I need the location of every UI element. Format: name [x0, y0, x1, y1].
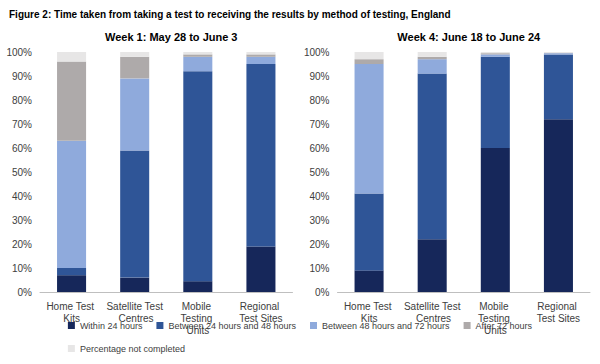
svg-text:Regional: Regional — [537, 301, 579, 312]
svg-text:Satellite Test: Satellite Test — [404, 301, 461, 312]
svg-text:Centres: Centres — [115, 312, 154, 324]
svg-text:80%: 80% — [309, 95, 329, 106]
svg-text:90%: 90% — [12, 71, 32, 82]
svg-text:40%: 40% — [12, 191, 32, 202]
svg-text:90%: 90% — [309, 71, 329, 82]
svg-text:Percentage not completed: Percentage not completed — [80, 344, 185, 354]
svg-text:10%: 10% — [12, 263, 32, 274]
svg-text:Test Sites: Test Sites — [239, 312, 283, 324]
svg-text:80%: 80% — [12, 95, 32, 106]
svg-text:10%: 10% — [309, 263, 329, 274]
svg-text:Between 24 hours and 48 hours: Between 24 hours and 48 hours — [168, 321, 296, 331]
svg-text:20%: 20% — [309, 239, 329, 250]
svg-text:Kits: Kits — [360, 312, 378, 324]
svg-text:Regional: Regional — [240, 301, 282, 312]
svg-text:50%: 50% — [309, 167, 329, 178]
svg-text:100%: 100% — [6, 47, 32, 58]
svg-text:Test Sites: Test Sites — [537, 313, 580, 324]
svg-text:0%: 0% — [315, 287, 330, 298]
svg-text:40%: 40% — [309, 191, 329, 202]
svg-text:0%: 0% — [18, 287, 33, 298]
svg-text:Within 24 hours: Within 24 hours — [80, 321, 143, 331]
svg-text:Centres: Centres — [413, 312, 452, 324]
svg-text:20%: 20% — [12, 239, 32, 250]
svg-text:Kits: Kits — [63, 313, 80, 324]
svg-text:Testing: Testing — [478, 312, 513, 324]
svg-text:Satellite Test: Satellite Test — [106, 301, 163, 312]
svg-text:70%: 70% — [309, 119, 329, 130]
svg-text:70%: 70% — [12, 119, 32, 130]
svg-text:Week 4: June 18 to June 24: Week 4: June 18 to June 24 — [397, 31, 541, 43]
svg-text:Testing: Testing — [180, 312, 215, 324]
svg-text:Mobile: Mobile — [479, 301, 511, 312]
svg-text:Figure 2: Time taken from taki: Figure 2: Time taken from taking a test … — [9, 9, 451, 20]
svg-text:Week 1: May 28 to June 3: Week 1: May 28 to June 3 — [105, 31, 237, 43]
svg-text:30%: 30% — [12, 215, 32, 226]
svg-text:Home Test: Home Test — [46, 301, 96, 312]
svg-text:50%: 50% — [12, 167, 32, 178]
svg-text:After 72 hours: After 72 hours — [476, 321, 533, 331]
svg-text:Mobile: Mobile — [182, 301, 214, 312]
svg-text:Between 48 hours and 72 hours: Between 48 hours and 72 hours — [322, 321, 450, 331]
svg-text:30%: 30% — [309, 215, 329, 226]
svg-text:100%: 100% — [304, 47, 330, 58]
svg-text:60%: 60% — [12, 143, 32, 154]
svg-text:60%: 60% — [309, 143, 329, 154]
svg-text:Home Test: Home Test — [344, 301, 394, 312]
